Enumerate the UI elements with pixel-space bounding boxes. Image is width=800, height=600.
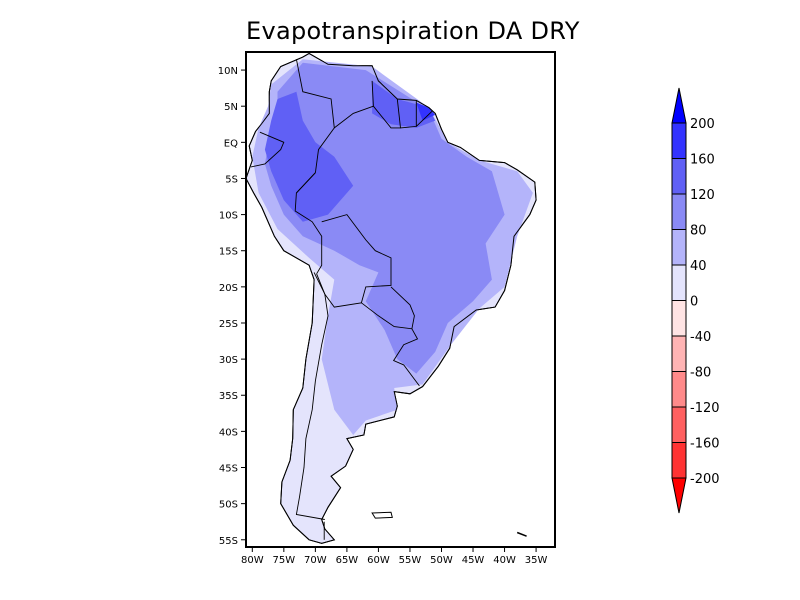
map-frame [245,51,556,548]
lat-tick-label: 40S [219,427,238,438]
colorbar-label: 40 [690,259,707,274]
lon-tick-label: 35W [525,555,548,566]
zone-120-160-north [372,80,436,128]
colorbar-segment [671,264,687,301]
lat-tick-label: 20S [219,283,238,294]
colorbar-segment [671,335,687,372]
lon-tick-label: 40W [493,555,516,566]
colorbar-bottom-arrow [671,477,687,514]
lat-tick-label: 25S [219,319,238,330]
colorbar-label: -200 [690,472,720,487]
colorbar-label: -160 [690,437,720,452]
lat-tick-label: 10S [219,211,238,222]
colorbar-segment [671,193,687,230]
colorbar-segment [671,406,687,443]
falkland-islands [371,511,393,519]
lat-tick-label: 45S [219,464,238,475]
lon-tick-label: 70W [304,555,327,566]
colorbar-label: 200 [690,117,715,132]
country-border [316,214,392,308]
chart-title: Evapotranspiration DA DRY [246,17,580,45]
lat-tick-label: 10N [218,66,238,77]
country-border [334,80,374,129]
colorbar-segment [671,122,687,159]
colorbar-label: 160 [690,153,715,168]
lon-tick-label: 60W [367,555,390,566]
lon-tick-label: 55W [399,555,422,566]
colorbar: 200 160 120 80 40 0 -40 -80 -120 -160 -200 [671,87,720,514]
zone-160-200 [416,102,436,121]
lat-tick-label: 30S [219,355,238,366]
lat-tick-label: 15S [219,247,238,258]
lon-tick-label: 65W [336,555,359,566]
colorbar-label: -40 [690,330,711,345]
colorbar-segment [671,371,687,408]
colorbar-segment [671,158,687,195]
zone-120-160 [264,91,354,222]
country-border [295,59,335,173]
latitude-axis: 10N 5N EQ 5S 10S 15S 20S 25S 30S 35S 40S 45S 50S 55S [218,66,246,547]
colorbar-segment [671,229,687,266]
colorbar-segment [671,300,687,337]
longitude-axis: 80W 75W 70W 65W 60W 55W 50W 45W 40W 35W [241,547,548,566]
colorbar-top-arrow [671,87,687,124]
lon-tick-label: 50W [430,555,453,566]
lon-tick-label: 45W [462,555,485,566]
lat-tick-label: 35S [219,391,238,402]
colorbar-label: 120 [690,188,715,203]
lat-tick-label: EQ [224,138,238,149]
colorbar-label: -120 [690,401,720,416]
country-border [296,172,316,194]
lat-tick-label: 5N [224,102,238,113]
lat-tick-label: 50S [219,500,238,511]
country-border [373,98,402,129]
coastline [245,52,537,544]
south-america-landmass [245,52,537,544]
colorbar-label: 0 [690,295,698,310]
colorbar-label: -80 [690,366,711,381]
lon-tick-label: 80W [241,555,264,566]
country-border [392,328,420,387]
lat-tick-label: 55S [219,536,238,547]
colorbar-label: 80 [690,224,707,239]
lon-tick-label: 75W [273,555,296,566]
country-borders [250,59,433,540]
country-border [415,110,433,127]
lat-tick-label: 5S [225,174,238,185]
country-border [250,131,285,168]
colorbar-segment [671,442,687,479]
south-georgia-island [516,531,527,537]
country-border [295,272,329,520]
